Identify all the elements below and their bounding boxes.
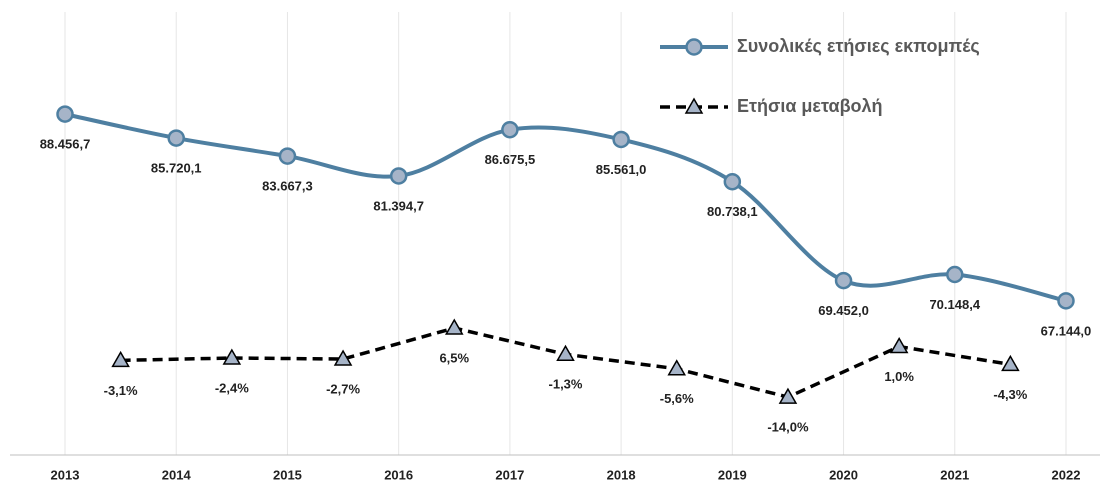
data-label: 86.675,5 <box>485 152 536 167</box>
data-point <box>612 130 630 149</box>
legend-marker <box>684 97 704 114</box>
data-point <box>278 147 297 165</box>
data-point <box>167 129 185 147</box>
x-tick-label: 2016 <box>384 467 413 482</box>
data-point <box>389 167 408 185</box>
data-point <box>556 344 575 362</box>
x-tick-label: 2015 <box>273 467 302 482</box>
data-label: -2,4% <box>215 380 249 395</box>
data-point <box>1001 354 1020 372</box>
legend-label: Συνολικές ετήσιες εκπομπές <box>737 36 980 56</box>
data-point <box>222 348 242 365</box>
data-point <box>778 387 798 404</box>
data-point <box>333 349 353 366</box>
x-tick-label: 2019 <box>718 467 747 482</box>
data-point <box>889 337 909 354</box>
x-tick-label: 2022 <box>1052 467 1081 482</box>
legend-marker <box>685 38 703 56</box>
data-point <box>444 318 464 335</box>
data-label: 80.738,1 <box>707 204 758 219</box>
data-label: 1,0% <box>884 369 914 384</box>
data-label: 70.148,4 <box>929 297 980 312</box>
series-line <box>64 112 1067 303</box>
data-point <box>834 271 853 290</box>
data-point <box>667 359 687 376</box>
data-point <box>1057 292 1075 310</box>
data-label: -2,7% <box>326 381 360 396</box>
data-label: -14,0% <box>767 420 809 435</box>
data-label: 85.720,1 <box>151 161 202 176</box>
data-label: -4,3% <box>993 387 1027 402</box>
data-label: 6,5% <box>439 350 469 365</box>
data-label: 69.452,0 <box>818 303 869 318</box>
data-label: -5,6% <box>660 391 694 406</box>
data-point <box>946 265 964 284</box>
data-label: 88.456,7 <box>40 137 91 152</box>
data-point <box>723 172 742 191</box>
x-tick-label: 2013 <box>51 467 80 482</box>
x-tick-label: 2020 <box>829 467 858 482</box>
data-label: -3,1% <box>104 383 138 398</box>
data-point <box>501 120 519 139</box>
data-label: 81.394,7 <box>373 198 424 213</box>
data-point <box>111 350 130 368</box>
data-label: 67.144,0 <box>1041 323 1092 338</box>
x-tick-label: 2014 <box>162 467 192 482</box>
data-label: -1,3% <box>549 377 583 392</box>
data-label: 85.561,0 <box>596 162 647 177</box>
x-tick-label: 2017 <box>495 467 524 482</box>
data-point <box>56 105 74 123</box>
x-tick-label: 2021 <box>940 467 969 482</box>
data-label: 83.667,3 <box>262 179 313 194</box>
x-tick-label: 2018 <box>607 467 636 482</box>
legend-label: Ετήσια μεταβολή <box>737 96 883 116</box>
